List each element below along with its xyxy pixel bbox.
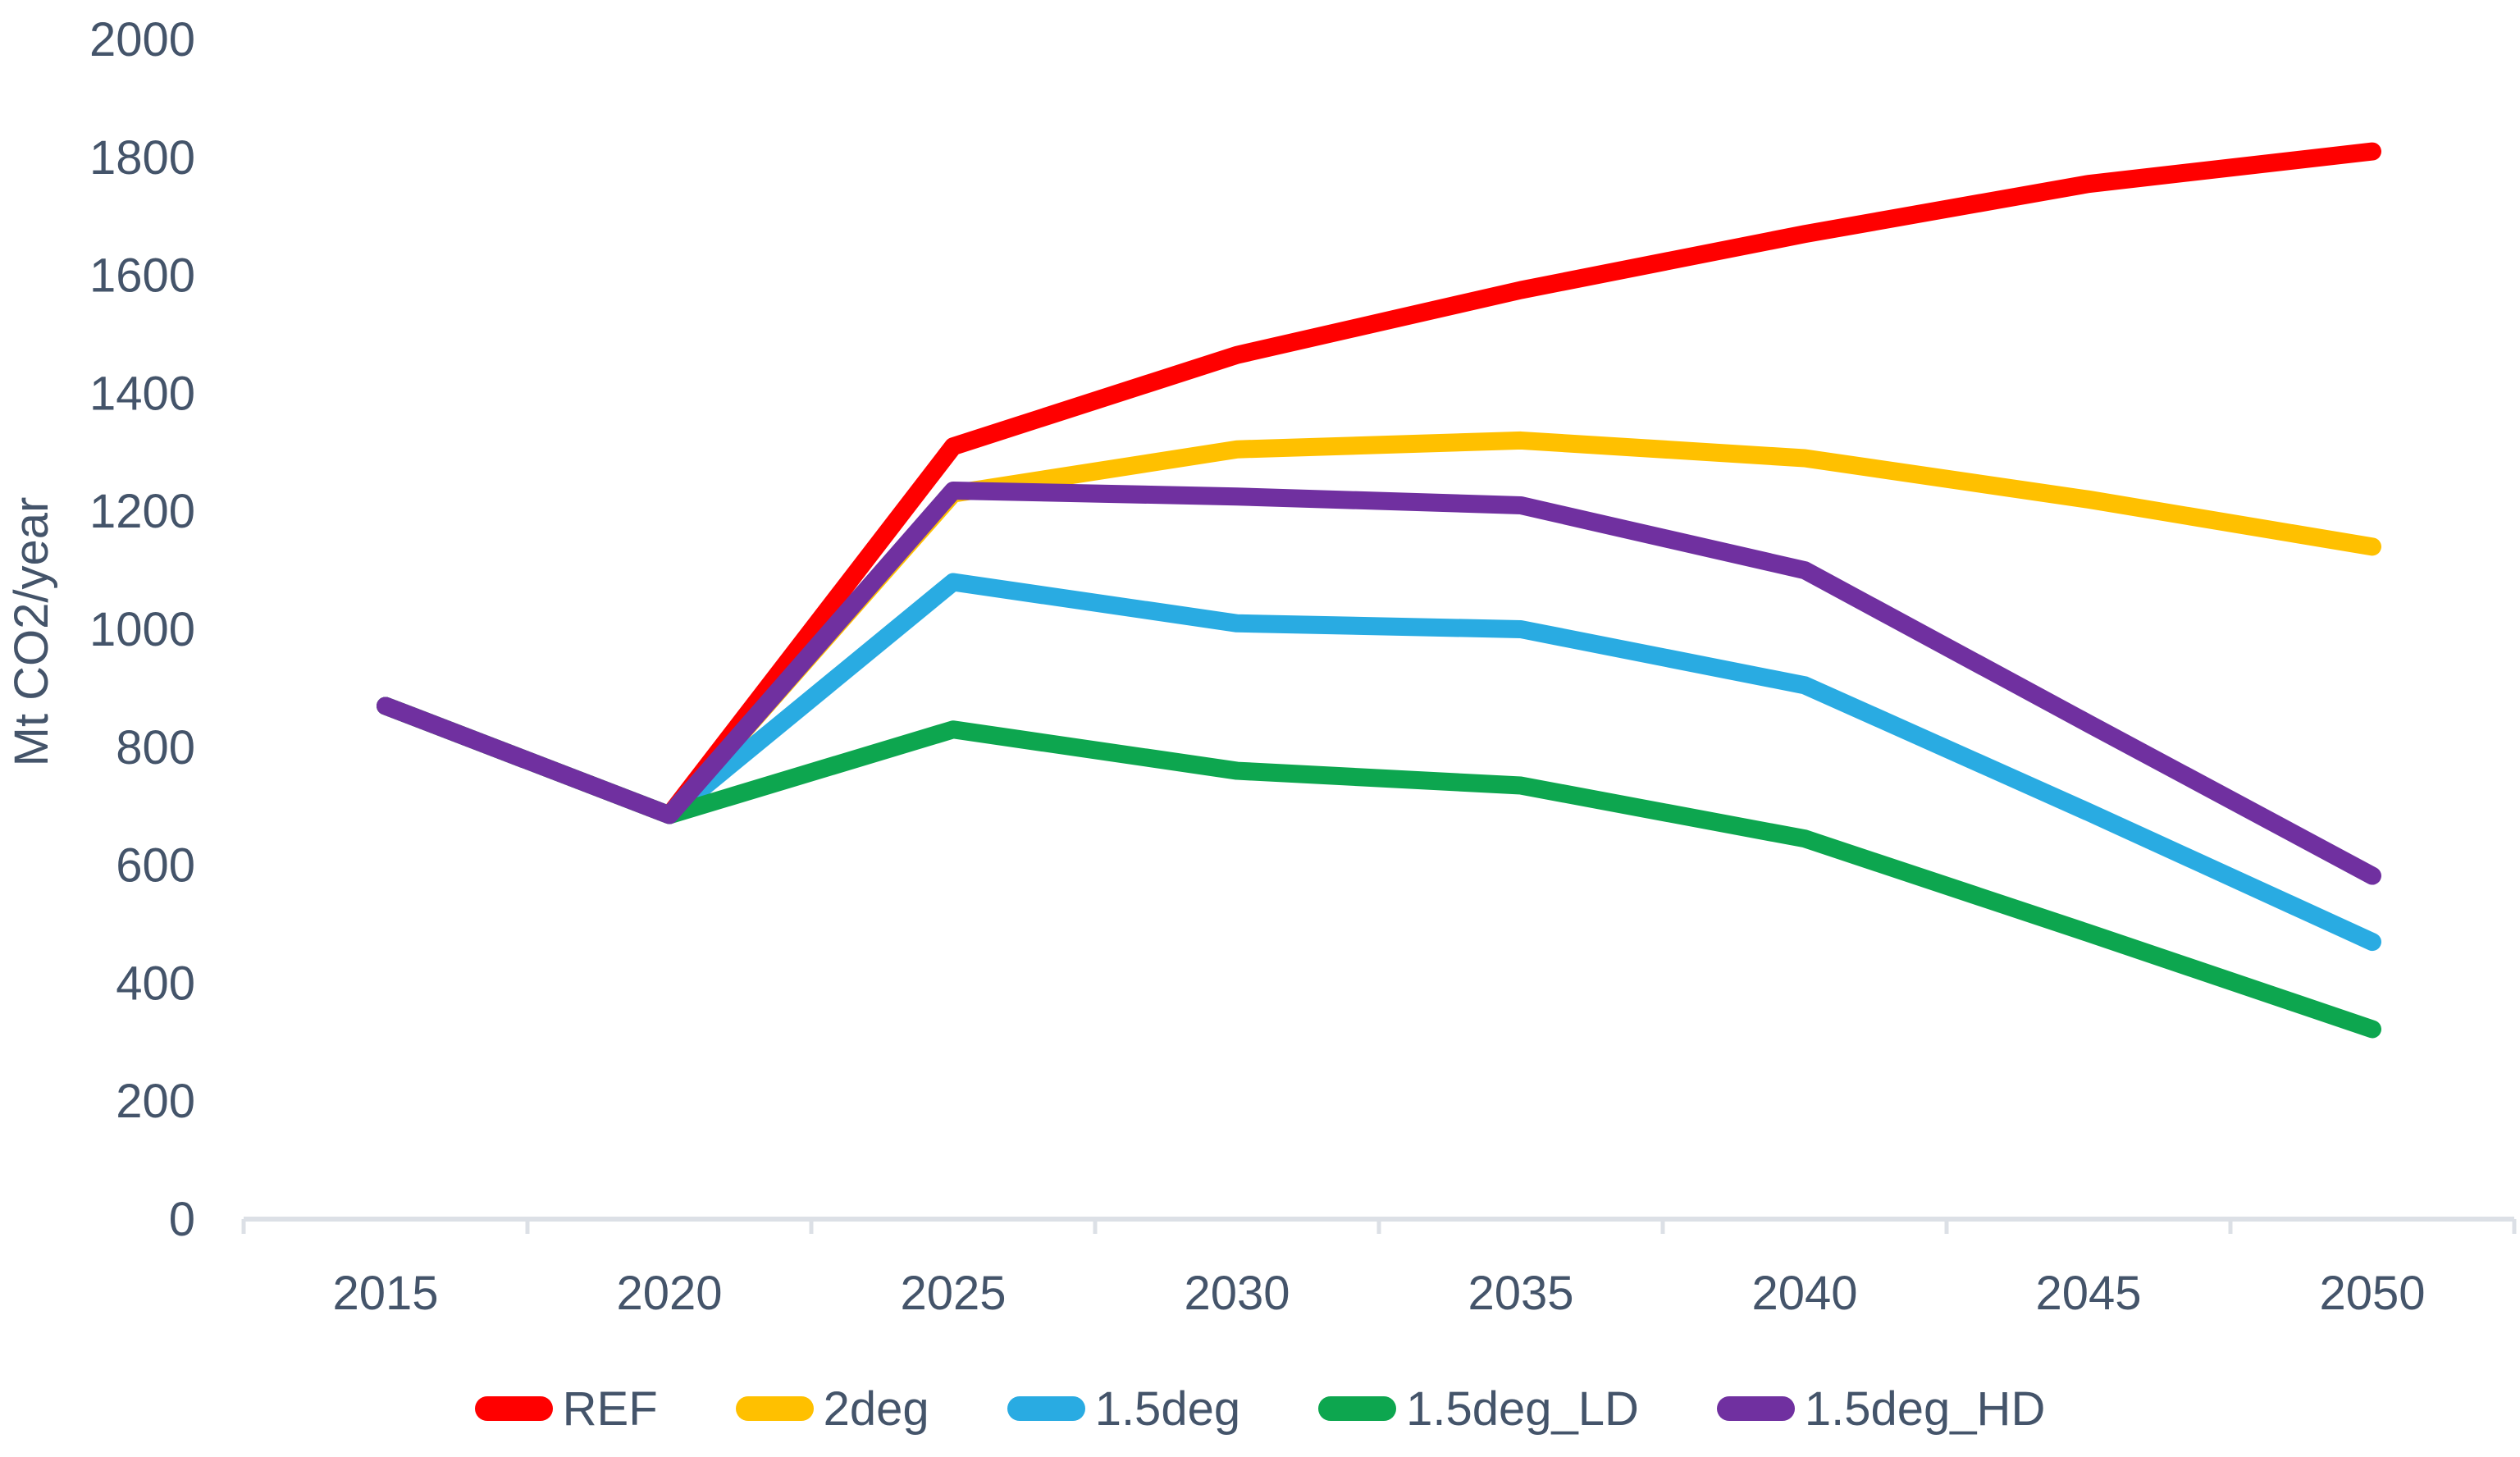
series-line-1.5deg_LD [377, 697, 2381, 1039]
y-axis-tick-label: 800 [116, 721, 195, 774]
legend-label-REF: REF [562, 1382, 658, 1436]
legend-label-1.5deg_HD: 1.5deg_HD [1804, 1382, 2046, 1436]
y-axis-title: Mt CO2/year [5, 497, 58, 767]
chart-legend: REF 2deg 1.5deg 1.5deg_LD 1.5deg_HD [0, 1372, 2520, 1446]
y-axis-tick-label: 1600 [89, 249, 195, 303]
x-axis-tick-labels: 2015 2020 2025 2030 2035 2040 2045 2050 [332, 1267, 2425, 1320]
y-axis-tick-label: 1800 [89, 131, 195, 185]
series-line-1.5deg [377, 573, 2381, 952]
x-axis-line-and-ticks [241, 1217, 2517, 1234]
legend-swatch-1.5deg_LD [1318, 1396, 1397, 1421]
legend-swatch-2deg [735, 1396, 814, 1421]
x-axis-tick-label: 2040 [1751, 1267, 1857, 1320]
y-axis-tick-label: 0 [169, 1193, 195, 1246]
legend-item-1.5deg_HD: 1.5deg_HD [1716, 1382, 2046, 1436]
x-axis-tick-label: 2015 [332, 1267, 438, 1320]
legend-item-1.5deg: 1.5deg [1007, 1382, 1240, 1436]
y-axis-tick-label: 1200 [89, 485, 195, 538]
series-line-1.5deg_HD [377, 482, 2381, 885]
x-axis-tick-label: 2030 [1184, 1267, 1290, 1320]
y-axis-tick-label: 1000 [89, 603, 195, 656]
x-axis-tick-label: 2050 [2319, 1267, 2425, 1320]
legend-label-2deg: 2deg [823, 1382, 929, 1436]
y-axis-tick-label: 600 [116, 839, 195, 893]
x-axis-tick-label: 2035 [1468, 1267, 1573, 1320]
legend-item-2deg: 2deg [735, 1382, 929, 1436]
legend-swatch-REF [474, 1396, 553, 1421]
y-axis-tick-labels: 0 200 400 600 800 1000 1200 1400 1600 1800 2000 [89, 13, 195, 1246]
series-lines [377, 142, 2381, 1039]
y-axis-tick-label: 200 [116, 1075, 195, 1128]
legend-label-1.5deg: 1.5deg [1094, 1382, 1241, 1436]
y-axis-tick-label: 1400 [89, 367, 195, 420]
y-axis-tick-label: 2000 [89, 13, 195, 66]
legend-item-1.5deg_LD: 1.5deg_LD [1318, 1382, 1639, 1436]
legend-label-1.5deg_LD: 1.5deg_LD [1406, 1382, 1639, 1436]
x-axis-tick-label: 2045 [2035, 1267, 2141, 1320]
y-axis-tick-label: 400 [116, 957, 195, 1010]
x-axis-tick-label: 2025 [900, 1267, 1006, 1320]
x-axis-tick-label: 2020 [616, 1267, 722, 1320]
legend-swatch-1.5deg_HD [1716, 1396, 1795, 1421]
legend-swatch-1.5deg [1007, 1396, 1085, 1421]
legend-item-REF: REF [474, 1382, 658, 1436]
